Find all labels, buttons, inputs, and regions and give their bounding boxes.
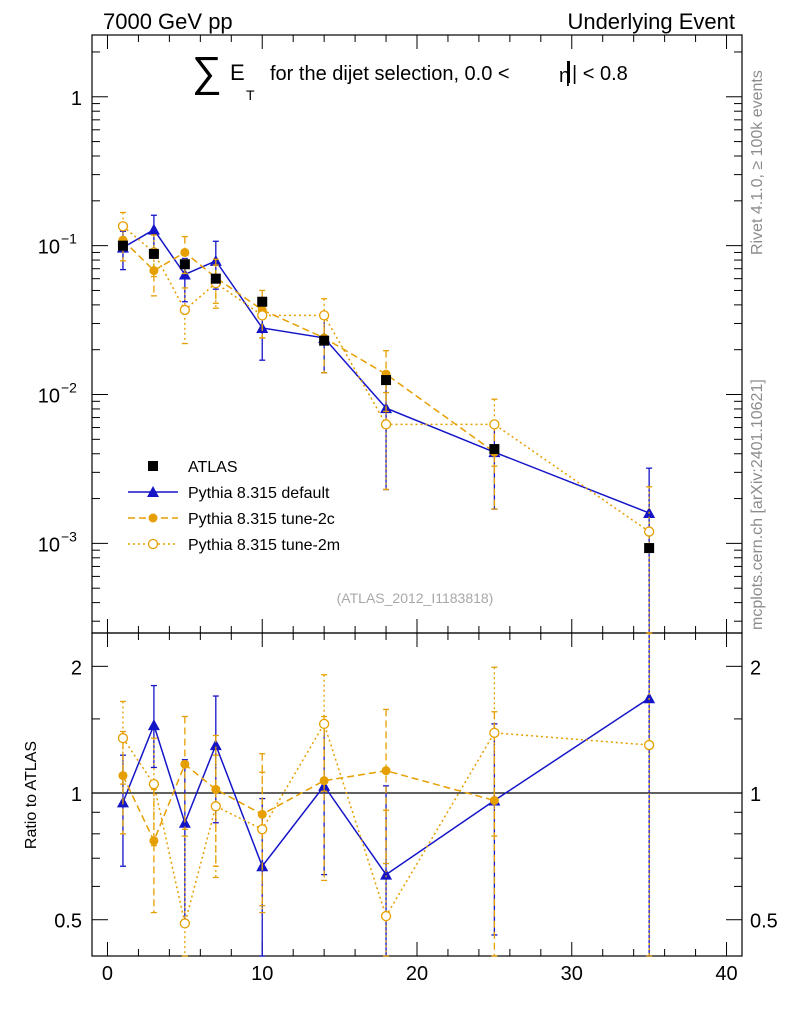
ratio-point xyxy=(148,778,160,790)
data-point xyxy=(210,273,221,284)
ratio-point xyxy=(117,733,129,744)
legend-marker xyxy=(147,486,159,497)
legend-marker xyxy=(148,513,158,523)
title-text: for the dijet selection, 0.0 < xyxy=(270,63,510,85)
data-point xyxy=(179,259,190,270)
ratio-point xyxy=(489,795,499,805)
legend-label: ATLAS xyxy=(188,459,238,476)
ratio-point xyxy=(210,801,221,812)
data-point xyxy=(489,444,500,455)
series-line xyxy=(122,239,495,453)
x-tick-label: 10 xyxy=(251,963,273,985)
y-tick-label: 10 xyxy=(38,534,60,556)
ratio-y-tick-label: 1 xyxy=(71,784,82,806)
ratio-point xyxy=(643,692,656,704)
title-e: E xyxy=(230,60,245,85)
legend-marker xyxy=(148,461,158,471)
ratio-axis-label: Ratio to ATLAS xyxy=(23,741,40,849)
analysis-id-label: (ATLAS_2012_I1183818) xyxy=(337,590,494,606)
legend-item-pythia-8-315-default: Pythia 8.315 default xyxy=(128,485,330,502)
rivet-side-label: Rivet 4.1.0, ≥ 100k events xyxy=(749,70,766,255)
ratio-point xyxy=(147,719,160,731)
data-point xyxy=(644,543,655,554)
ratio-point xyxy=(643,739,655,751)
legend-item-atlas: ATLAS xyxy=(148,459,238,476)
data-point xyxy=(148,248,159,259)
ratio-y-tick-label: 1 xyxy=(750,784,761,806)
ratio-point xyxy=(380,868,393,880)
title-sum-symbol: ∑ xyxy=(192,48,222,95)
lower-plot-frame xyxy=(91,632,743,957)
data-point xyxy=(147,223,160,235)
legend-item-pythia-8-315-tune-2m: Pythia 8.315 tune-2m xyxy=(128,537,340,554)
ratio-point xyxy=(149,836,159,846)
title-eta: η xyxy=(559,65,570,87)
ratio-point xyxy=(257,824,268,835)
ratio-point xyxy=(179,918,191,929)
legend: ATLAS Pythia 8.315 default Pythia 8.315 tu… xyxy=(128,459,340,554)
title-end: | < 0.8 xyxy=(572,63,628,85)
series-layer xyxy=(116,211,656,957)
header-left-label: 7000 GeV pp xyxy=(103,9,233,34)
data-point xyxy=(180,247,190,257)
series-atlas xyxy=(117,240,655,554)
data-point xyxy=(257,296,268,307)
ratio-point xyxy=(211,784,221,794)
data-point xyxy=(381,375,392,386)
legend-label: Pythia 8.315 default xyxy=(188,485,330,502)
y-tick-label: 1 xyxy=(71,88,82,110)
data-point xyxy=(489,419,500,430)
legend-label: Pythia 8.315 tune-2c xyxy=(188,511,335,528)
x-tick-label: 20 xyxy=(406,963,428,985)
y-tick-label-exponent: −3 xyxy=(61,528,77,544)
ratio-point xyxy=(380,910,392,922)
ratio-y-tick-label: 2 xyxy=(71,657,82,679)
legend-item-pythia-8-315-tune-2c: Pythia 8.315 tune-2c xyxy=(128,511,335,528)
data-point xyxy=(179,304,191,316)
y-tick-label-exponent: −2 xyxy=(61,380,77,396)
data-point xyxy=(643,526,655,537)
legend-marker xyxy=(147,538,159,550)
title-abs-bar xyxy=(567,61,570,83)
title-t-subscript: T xyxy=(246,87,255,103)
ratio-line xyxy=(122,763,495,843)
x-tick-label: 40 xyxy=(715,963,737,985)
x-tick-label: 30 xyxy=(561,963,583,985)
data-point xyxy=(117,240,128,251)
ratio-point xyxy=(209,739,222,751)
x-tick-label: 0 xyxy=(102,963,113,985)
ratio-y-tick-label: 0.5 xyxy=(750,911,778,933)
y-tick-label: 10 xyxy=(38,237,60,259)
data-point xyxy=(319,335,330,346)
plot-title: ∑ E T for the dijet selection, 0.0 < η |… xyxy=(192,48,628,103)
ratio-point xyxy=(318,718,330,730)
data-point xyxy=(257,310,268,321)
ratio-point xyxy=(118,771,128,781)
ratio-y-tick-label: 0.5 xyxy=(54,911,82,933)
data-point xyxy=(318,310,330,321)
legend-label: Pythia 8.315 tune-2m xyxy=(188,537,340,554)
ratio-y-tick-label: 2 xyxy=(750,657,761,679)
header-right-label: Underlying Event xyxy=(567,9,735,34)
mcplots-side-label: mcplots.cern.ch [arXiv:2401.10621] xyxy=(749,379,766,630)
ratio-point xyxy=(381,766,391,776)
ratio-point xyxy=(180,759,190,769)
data-point xyxy=(380,419,392,430)
ratio-point xyxy=(489,727,500,738)
ratio-point xyxy=(257,809,267,819)
y-tick-label-exponent: −1 xyxy=(61,231,77,247)
data-point xyxy=(117,221,129,232)
y-tick-label: 10 xyxy=(38,386,60,408)
